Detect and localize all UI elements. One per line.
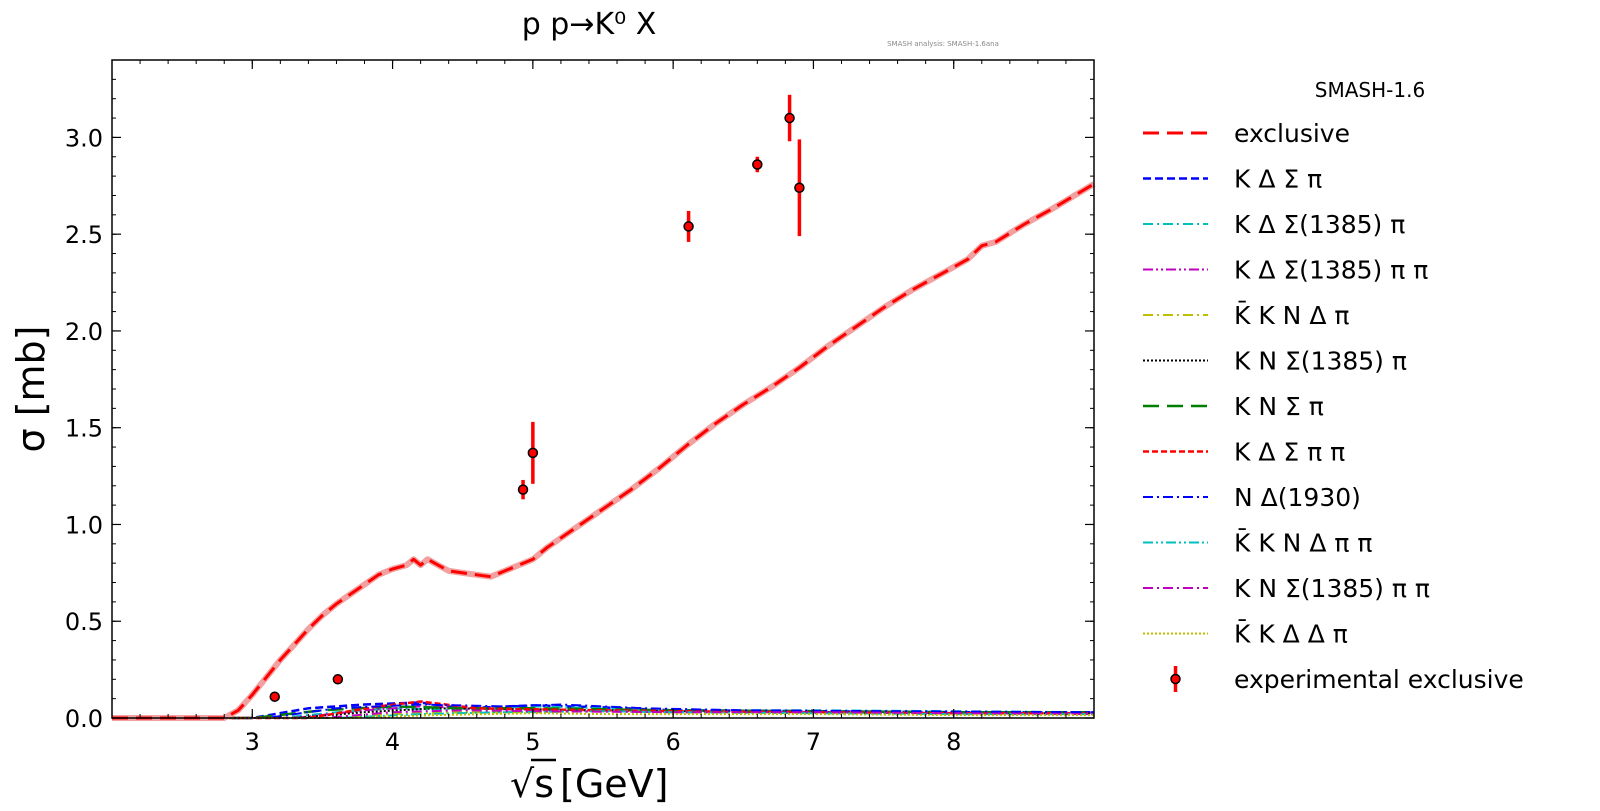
y-axis-label: σ [mb]: [9, 326, 53, 453]
y-tick-label: 0.5: [65, 608, 103, 636]
y-tick-label: 3.0: [65, 124, 103, 152]
exp-point: [332, 674, 344, 685]
legend-label: K N Σ(1385) π: [1234, 347, 1407, 376]
x-tick-label: 5: [525, 728, 540, 756]
legend-title: SMASH-1.6: [1315, 78, 1425, 102]
legend-label-experimental: experimental exclusive: [1234, 665, 1524, 694]
legend-label: K̄ K N Δ π: [1234, 300, 1349, 330]
legend-label: K Δ Σ(1385) π: [1234, 210, 1405, 239]
legend-label: K̄ K N Δ π π: [1234, 528, 1372, 558]
exp-point: [683, 221, 694, 232]
x-axis-label: √s [GeV]: [510, 758, 668, 806]
ticks-layer: 3 4 5 6 7 8 0.0 0.5 1.0 1.5 2.0 2.5 3.0: [65, 59, 1095, 756]
exp-point: [517, 484, 529, 495]
chart-title: p p→K⁰ X: [522, 7, 657, 42]
legend-label: K N Σ π: [1234, 392, 1324, 421]
x-axis-label-unit: [GeV]: [560, 762, 668, 806]
analysis-annotation: SMASH analysis: SMASH-1.6ana: [887, 40, 999, 48]
legend-exp-marker: [1170, 673, 1181, 685]
legend-label: K Δ Σ(1385) π π: [1234, 256, 1428, 285]
y-tick-label: 1.0: [65, 511, 103, 539]
legend-label: N Δ(1930): [1234, 483, 1361, 512]
exp-point: [527, 447, 539, 459]
plot-frame: [111, 59, 1095, 719]
series-line-0: [112, 182, 1095, 720]
legend-label: K Δ Σ π: [1234, 165, 1322, 194]
y-tick-label: 0.0: [65, 705, 103, 733]
series-layer: [112, 181, 1096, 721]
x-tick-label: 7: [806, 728, 821, 756]
legend-label: exclusive: [1234, 119, 1350, 148]
legend-label: K N Σ(1385) π π: [1234, 574, 1430, 603]
x-axis-label-sqrt: √s: [510, 762, 554, 806]
x-tick-label: 8: [946, 728, 961, 756]
x-tick-label: 4: [385, 728, 400, 756]
exp-point: [794, 182, 805, 193]
legend-label: K̄ K Δ Δ π: [1234, 619, 1348, 649]
exp-point: [784, 112, 795, 124]
experimental-points-layer: [269, 94, 805, 702]
y-tick-label: 1.5: [65, 415, 103, 443]
series-band-exclusive: [112, 181, 1096, 721]
y-tick-label: 2.5: [65, 221, 103, 249]
legend: SMASH-1.6 exclusive K Δ Σ π K Δ Σ(1385) π K…: [1143, 78, 1524, 694]
x-tick-label: 3: [245, 728, 260, 756]
exp-point: [269, 691, 280, 702]
legend-label: K Δ Σ π π: [1234, 438, 1345, 467]
x-tick-label: 6: [666, 728, 681, 756]
exp-point: [752, 159, 763, 170]
y-tick-label: 2.0: [65, 318, 103, 346]
